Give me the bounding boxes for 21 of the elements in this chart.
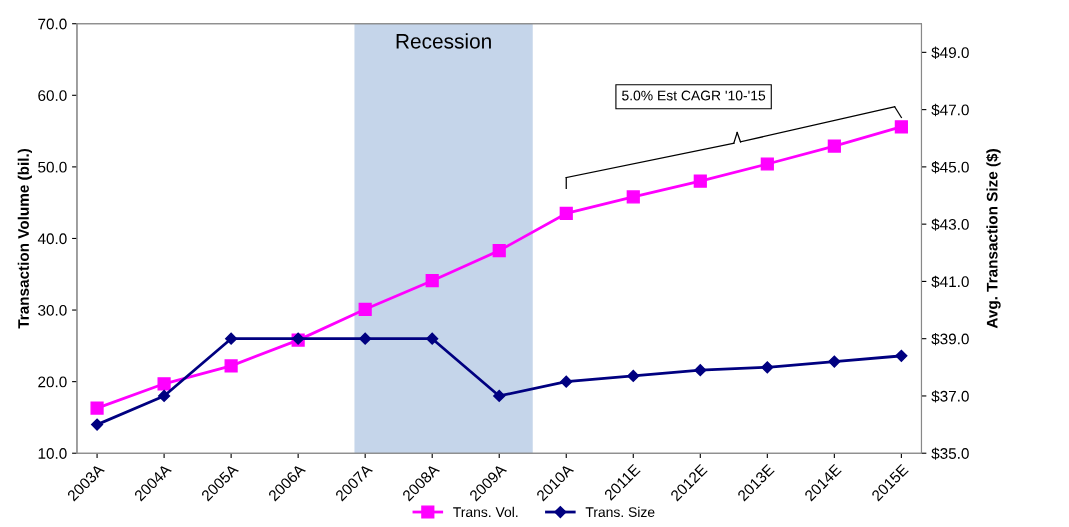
y2-tick-label: $41.0 <box>931 275 969 289</box>
y-tick-label: 30.0 <box>38 304 67 316</box>
y2-tick-label: $43.0 <box>931 218 969 231</box>
y-tick-label: 10.0 <box>38 448 67 459</box>
y-tick-label: 20.0 <box>38 376 67 388</box>
legend-label: Trans. Size <box>585 506 655 518</box>
y-tick-label: 50.0 <box>38 161 67 173</box>
y2-tick-label: $47.0 <box>931 103 969 117</box>
y-tick-label: 70.0 <box>38 18 67 30</box>
y2-tick-label: $37.0 <box>931 390 969 403</box>
y-tick-label: 60.0 <box>38 90 67 101</box>
y2-axis-title: Avg. Transaction Size ($) <box>986 149 1001 329</box>
y-tick-label: 40.0 <box>37 233 67 245</box>
annotation: 5.0% Est CAGR '10-'15 <box>622 90 766 101</box>
legend-label: Trans. Vol. <box>453 506 518 518</box>
y2-tick-label: $39.0 <box>931 332 969 346</box>
y2-tick-label: $49.0 <box>931 46 969 59</box>
y2-tick-label: $45.0 <box>931 161 969 174</box>
y2-tick-label: $35.0 <box>931 447 969 460</box>
y-axis-title: Transaction Volume (bil.) <box>17 148 32 329</box>
band-label: Recession <box>396 33 491 49</box>
